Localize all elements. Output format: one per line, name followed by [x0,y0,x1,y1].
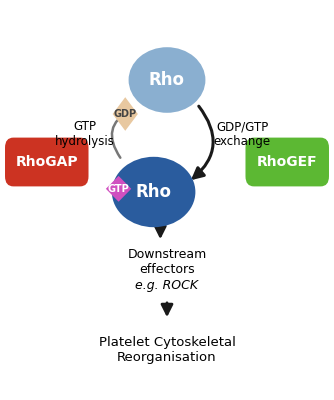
Text: Rho: Rho [149,71,185,89]
FancyBboxPatch shape [245,138,329,186]
Ellipse shape [129,47,205,113]
Text: GDP/GTP
exchange: GDP/GTP exchange [213,120,271,148]
Text: Platelet Cytoskeletal
Reorganisation: Platelet Cytoskeletal Reorganisation [99,336,235,364]
Text: Rho: Rho [136,183,172,201]
Polygon shape [113,97,138,131]
Text: GDP: GDP [114,109,137,119]
Ellipse shape [112,157,195,227]
Text: RhoGAP: RhoGAP [15,155,78,169]
Text: GTP: GTP [108,184,130,194]
Text: Downstream
effectors: Downstream effectors [127,248,207,276]
Text: RhoGEF: RhoGEF [257,155,318,169]
Polygon shape [106,176,131,202]
Text: GTP
hydrolysis: GTP hydrolysis [55,120,115,148]
Text: e.g. ROCK: e.g. ROCK [136,280,198,292]
FancyBboxPatch shape [5,138,89,186]
